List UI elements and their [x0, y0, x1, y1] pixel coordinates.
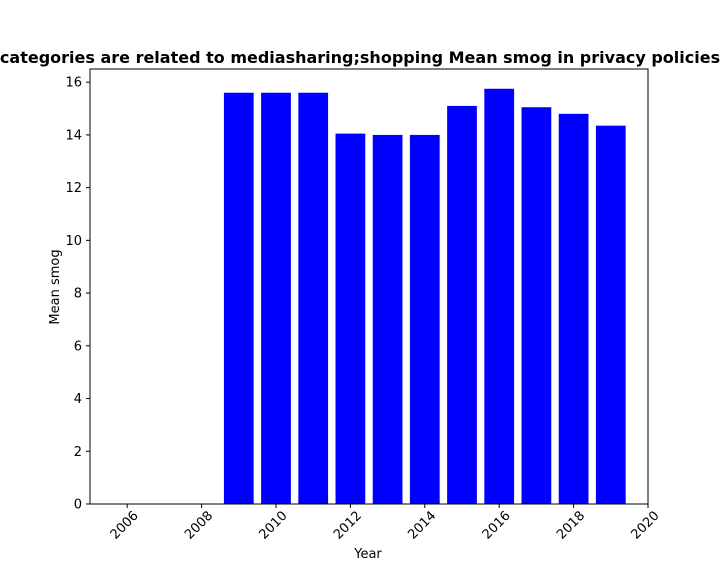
y-tick-label: 6: [74, 339, 82, 354]
bar-2016: [484, 88, 515, 505]
y-tick-label: 10: [65, 234, 82, 249]
x-axis: 2006 2008 2010 2012 2014 2016 2018 2020: [108, 504, 663, 543]
chart-title: categories are related to mediasharing;s…: [0, 48, 720, 67]
bar-2019: [595, 125, 626, 505]
y-axis: 0 2 4 6 8 10 12 14 16: [65, 76, 90, 513]
bars-group: [223, 88, 626, 505]
bar-2009: [223, 92, 254, 504]
bar-2014: [409, 134, 440, 504]
bar-2018: [558, 113, 589, 504]
y-tick-label: 16: [65, 76, 82, 91]
x-tick-label: 2014: [405, 509, 439, 543]
y-tick-label: 8: [74, 287, 82, 302]
bar-2011: [298, 92, 329, 504]
x-tick-label: 2008: [182, 509, 216, 543]
bar-2012: [335, 133, 366, 504]
bar-2013: [372, 134, 403, 504]
x-tick-label: 2018: [554, 509, 588, 543]
bar-2015: [447, 105, 477, 504]
y-tick-label: 14: [65, 128, 82, 143]
x-tick-label: 2012: [331, 509, 365, 543]
y-axis-title: Mean smog: [48, 249, 63, 324]
plot-area-frame: [89, 68, 649, 505]
y-tick-label: 0: [74, 498, 82, 513]
x-tick-label: 2006: [108, 509, 142, 543]
x-axis-title: Year: [353, 547, 382, 562]
x-tick-label: 2010: [257, 509, 291, 543]
bar-2017: [521, 107, 552, 504]
bar-2010: [261, 92, 291, 504]
x-tick-label: 2020: [629, 509, 663, 543]
y-tick-label: 4: [74, 392, 82, 407]
y-tick-label: 12: [65, 181, 82, 196]
y-tick-label: 2: [74, 445, 82, 460]
x-tick-label: 2016: [480, 509, 514, 543]
